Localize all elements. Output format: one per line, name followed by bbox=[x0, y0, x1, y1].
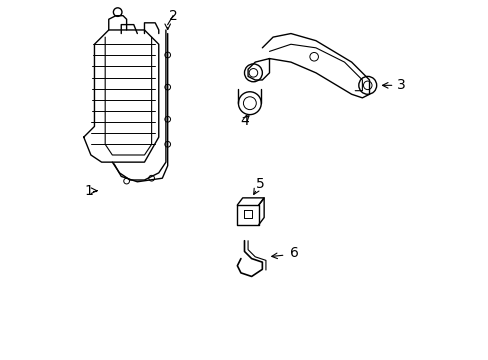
Text: 5: 5 bbox=[256, 176, 264, 190]
Text: 3: 3 bbox=[396, 78, 405, 92]
Text: 2: 2 bbox=[168, 9, 177, 23]
Text: 4: 4 bbox=[240, 114, 248, 128]
Text: 6: 6 bbox=[289, 246, 298, 260]
Text: 1: 1 bbox=[84, 184, 93, 198]
